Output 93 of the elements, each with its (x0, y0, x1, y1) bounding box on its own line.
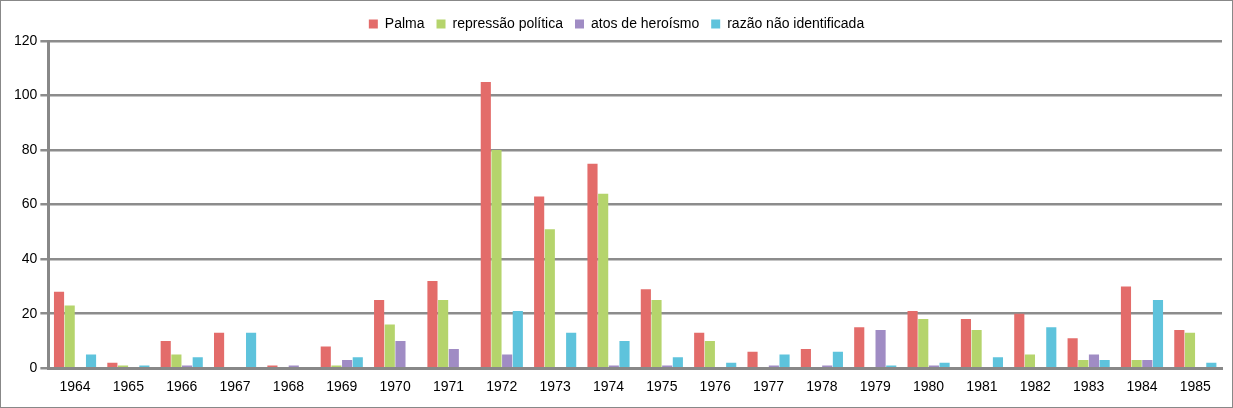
x-tick-label: 1980 (913, 378, 945, 395)
x-tick-label: 1983 (1073, 378, 1105, 395)
bar (939, 362, 950, 367)
bar (342, 360, 353, 367)
bar (171, 354, 182, 367)
bar (566, 332, 577, 367)
bar (694, 332, 705, 367)
bar (1206, 362, 1217, 367)
bar (640, 289, 651, 367)
bar (907, 310, 918, 367)
bar (1120, 286, 1132, 367)
bar (960, 319, 971, 367)
x-tick-label: 1967 (219, 378, 251, 395)
legend-label: razão não identificada (727, 14, 865, 31)
x-tick-label: 1981 (966, 378, 998, 395)
bar (918, 319, 929, 367)
bar (854, 327, 865, 367)
bar (214, 332, 225, 367)
x-tick-label: 1971 (432, 378, 465, 395)
y-tick-label: 100 (14, 86, 38, 103)
x-tick-label: 1985 (1179, 378, 1212, 395)
bar (1131, 360, 1142, 367)
bar (438, 300, 449, 367)
bar (1099, 360, 1110, 367)
legend-label: Palma (384, 14, 425, 31)
y-tick-label: 20 (21, 304, 38, 321)
y-tick-label: 120 (14, 31, 38, 48)
legend-label: repressão política (452, 14, 564, 31)
x-tick-label: 1968 (272, 378, 305, 395)
bar (587, 163, 598, 367)
bar (992, 357, 1004, 367)
bar (320, 346, 331, 367)
x-tick-label: 1970 (379, 378, 411, 395)
bar (1142, 360, 1153, 367)
bar (85, 354, 97, 367)
y-tick-label: 80 (21, 140, 38, 157)
bar (534, 196, 545, 367)
bar (598, 193, 609, 367)
bar (747, 351, 758, 367)
bar (491, 150, 502, 367)
x-tick-label: 1975 (646, 378, 678, 395)
x-tick-label: 1966 (166, 378, 198, 395)
bar (832, 351, 843, 367)
bar (1088, 354, 1100, 367)
bar (192, 357, 203, 367)
bar (726, 362, 737, 367)
bar (704, 340, 715, 367)
bar (384, 324, 395, 367)
bar (544, 229, 555, 367)
legend-label: atos de heroísmo (591, 14, 700, 31)
bar (246, 332, 257, 367)
bar (53, 291, 65, 367)
bar (1014, 313, 1025, 367)
y-tick-label: 60 (21, 195, 38, 212)
x-tick-label: 1976 (699, 378, 731, 395)
bar (619, 340, 630, 367)
bar (1067, 338, 1078, 367)
x-tick-label: 1979 (859, 378, 892, 395)
bar (448, 349, 459, 367)
x-tick-label: 1969 (326, 378, 358, 395)
y-tick-label: 40 (21, 249, 38, 266)
x-tick-label: 1964 (59, 378, 91, 395)
bar (672, 357, 683, 367)
bar (512, 310, 523, 367)
y-tick-label: 0 (29, 359, 38, 376)
bar (1152, 300, 1164, 367)
bar (1184, 332, 1196, 367)
bar (1174, 330, 1185, 367)
x-tick-label: 1974 (592, 378, 625, 395)
bar (1024, 354, 1036, 367)
x-tick-label: 1977 (752, 378, 785, 395)
bar (107, 362, 118, 367)
bar (1046, 327, 1057, 367)
bar (1078, 360, 1089, 367)
x-tick-label: 1973 (539, 378, 571, 395)
x-tick-label: 1982 (1019, 378, 1052, 395)
bar (651, 300, 662, 367)
x-tick-label: 1978 (806, 378, 838, 395)
bar (160, 340, 171, 367)
bar (427, 280, 438, 367)
bar (875, 330, 886, 367)
bar (374, 300, 385, 367)
bar (971, 330, 982, 367)
bar (779, 354, 790, 367)
bar (64, 305, 75, 367)
x-tick-label: 1972 (486, 378, 518, 395)
bar (800, 349, 811, 367)
bar (502, 354, 513, 367)
x-tick-label: 1984 (1126, 378, 1158, 395)
x-tick-label: 1965 (112, 378, 145, 395)
bar (395, 340, 406, 367)
bar (352, 357, 363, 367)
bar (480, 81, 491, 367)
